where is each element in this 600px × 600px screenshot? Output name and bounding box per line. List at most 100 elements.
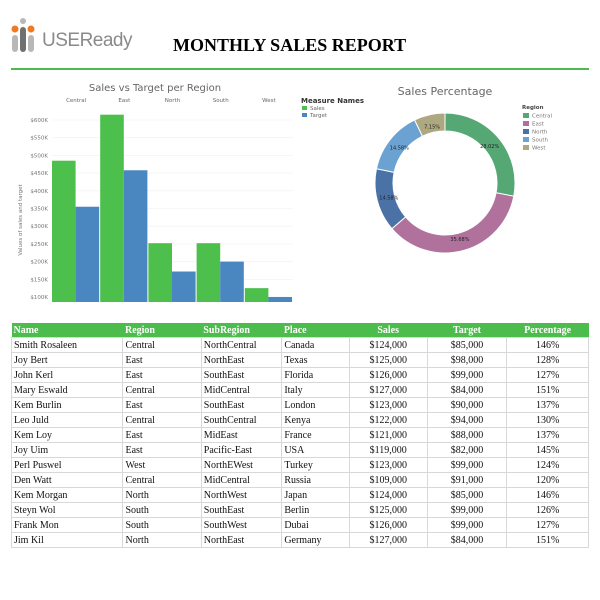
cell-region: Central (122, 382, 202, 398)
cell-subregion: MidCentral (200, 382, 283, 398)
y-tick-label: $600K (30, 118, 48, 124)
cell-place: Berlin (281, 502, 350, 518)
cell-region: South (122, 517, 202, 533)
legend-label: North (532, 130, 548, 136)
cell-place: France (281, 427, 350, 443)
cell-target: $85,000 (426, 337, 508, 353)
cell-target: $99,000 (426, 502, 508, 518)
cell-name: Joy Uim (10, 442, 124, 458)
cell-sales: $109,000 (348, 472, 428, 488)
cell-percentage: 151% (506, 532, 589, 548)
bar-sales-north[interactable] (148, 243, 172, 302)
cell-subregion: NorthEast (200, 532, 283, 548)
cell-percentage: 151% (506, 382, 589, 398)
y-tick-label: $150K (30, 277, 48, 283)
cell-sales: $125,000 (348, 352, 428, 368)
bar-sales-south[interactable] (196, 243, 221, 302)
donut-slice-west[interactable] (413, 112, 446, 137)
column-header-sales: Sales (349, 323, 428, 338)
logo-text: USEReady (42, 30, 133, 51)
cell-target: $98,000 (426, 352, 508, 368)
slice-value-label: 35.68% (450, 237, 469, 243)
cell-target: $88,000 (426, 427, 508, 443)
legend-label: Target (309, 113, 328, 119)
cell-subregion: NorthEast (200, 352, 283, 368)
donut-title: Sales Percentage (398, 85, 493, 98)
y-axis-label: Values of sales and target (18, 183, 24, 255)
cell-name: Steyn Wol (10, 502, 124, 518)
cell-sales: $122,000 (348, 412, 428, 428)
cell-subregion: Pacific-East (200, 442, 283, 458)
cell-target: $84,000 (426, 382, 508, 398)
cell-name: Frank Mon (10, 517, 124, 533)
cell-place: Turkey (281, 457, 350, 473)
cell-percentage: 137% (506, 427, 589, 443)
usready-logo (11, 18, 35, 52)
cell-target: $99,000 (426, 517, 508, 533)
table-row: Joy Bert East NorthEast Texas $125,000 $98,00… (10, 352, 589, 368)
cell-subregion: NorthCentral (200, 337, 283, 353)
bar-chart: Sales vs Target per Region Values of sal… (18, 83, 364, 302)
bar-target-central[interactable] (75, 206, 100, 302)
bar-target-east[interactable] (123, 170, 148, 302)
cell-place: Canada (281, 337, 350, 353)
table-row: Kem Loy East MidEast France $121,000 $88,000 1… (10, 427, 589, 443)
cell-subregion: SouthEast (200, 397, 283, 413)
cell-place: Kenya (281, 412, 350, 428)
y-tick-label: $550K (30, 136, 48, 142)
cell-subregion: NorthWest (200, 487, 283, 503)
legend-swatch-sales (302, 106, 307, 110)
cell-target: $99,000 (426, 367, 508, 383)
cell-place: Russia (281, 472, 350, 488)
legend-label: South (532, 138, 548, 144)
cell-sales: $123,000 (348, 397, 428, 413)
cell-sales: $124,000 (348, 487, 428, 503)
column-header-target: Target (427, 323, 507, 338)
table-row: Steyn Wol South SouthEast Berlin $125,000 $99… (10, 502, 589, 518)
cell-subregion: SouthWest (200, 517, 283, 533)
table-header-row: Name Region SubRegion Place Sales Target Perce… (11, 323, 589, 338)
slice-value-label: 7.15% (424, 124, 440, 130)
table-row: Den Watt Central MidCentral Russia $109,000 $… (10, 472, 589, 488)
cell-place: Florida (281, 367, 350, 383)
cell-percentage: 124% (506, 457, 589, 473)
cell-target: $82,000 (426, 442, 508, 458)
y-tick-label: $400K (30, 189, 48, 195)
cell-place: Dubai (281, 517, 350, 533)
cell-percentage: 146% (506, 337, 589, 353)
cell-name: John Kerl (10, 367, 124, 383)
cell-region: Central (122, 472, 202, 488)
y-tick-label: $500K (30, 153, 48, 159)
bar-target-west[interactable] (268, 297, 292, 302)
cell-name: Den Watt (10, 472, 124, 488)
cell-sales: $126,000 (348, 367, 428, 383)
header-divider (11, 68, 589, 70)
bar-sales-east[interactable] (100, 114, 124, 302)
donut-slice-central[interactable] (444, 112, 516, 197)
legend-swatch-central (523, 113, 529, 118)
cell-region: West (122, 457, 202, 473)
cell-sales: $125,000 (348, 502, 428, 518)
cell-name: Kem Burlin (10, 397, 124, 413)
charts-area: Sales vs Target per Region Values of sal… (18, 83, 552, 302)
bar-target-north[interactable] (172, 271, 196, 302)
cell-region: East (122, 442, 202, 458)
bar-sales-central[interactable] (52, 160, 76, 302)
cell-region: North (122, 532, 202, 548)
cell-region: East (122, 397, 202, 413)
table-row: Kem Morgan North NorthWest Japan $124,000 $85… (10, 487, 589, 503)
bar-sales-west[interactable] (244, 288, 269, 302)
donut-slice-east[interactable] (391, 192, 515, 254)
table-row: Frank Mon South SouthWest Dubai $126,000 $99,… (10, 517, 589, 533)
cell-place: Italy (281, 382, 350, 398)
report-title: MONTHLY SALES REPORT (173, 35, 407, 55)
cell-place: Japan (281, 487, 350, 503)
donut-legend-title: Region (522, 105, 544, 111)
cell-target: $84,000 (426, 532, 508, 548)
bar-target-south[interactable] (220, 261, 244, 302)
cell-percentage: 137% (506, 397, 589, 413)
cell-name: Kem Loy (10, 427, 124, 443)
cell-region: North (122, 487, 202, 503)
y-tick-label: $200K (30, 260, 48, 266)
table-row: Mary Eswald Central MidCentral Italy $127,00… (10, 382, 589, 398)
